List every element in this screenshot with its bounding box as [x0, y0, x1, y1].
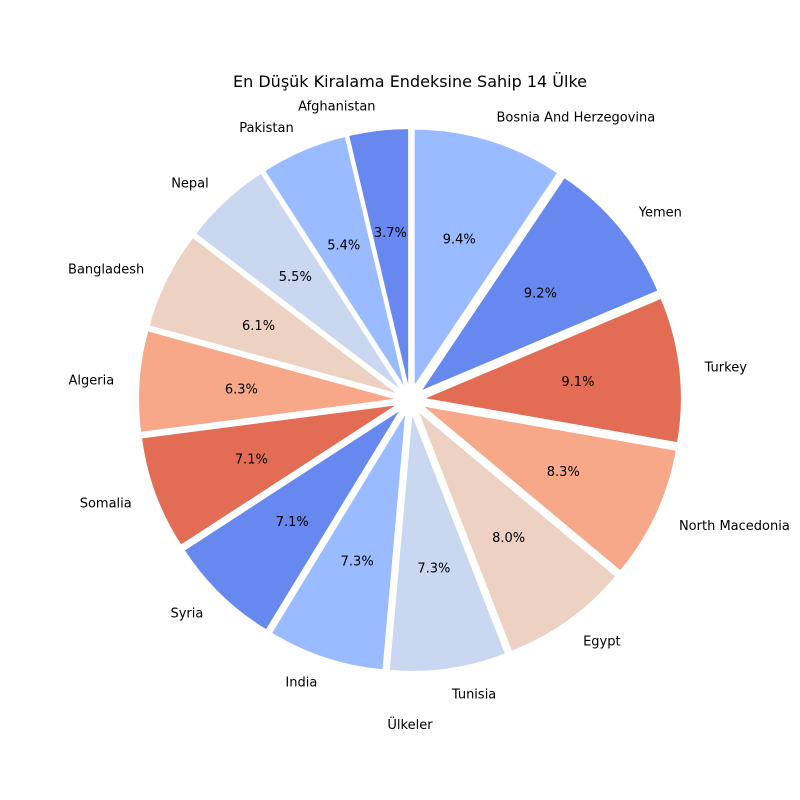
pie-percent-label: 8.0% [492, 531, 525, 546]
pie-slice [349, 129, 409, 385]
pie-slice [422, 178, 658, 390]
pie-category-label: Afghanistan [298, 100, 375, 115]
pie-category-label: Bangladesh [68, 262, 144, 277]
pie-category-label: Turkey [704, 360, 748, 375]
pie-percent-label: 7.1% [235, 452, 268, 467]
pie-category-label: Egypt [583, 635, 621, 650]
pie-category-labels: Bosnia And Herzegovina Yemen Turkey North M… [68, 100, 790, 703]
pie-percent-label: 7.3% [341, 555, 374, 570]
pie-slice [149, 238, 396, 393]
pie-category-label: Bosnia And Herzegovina [496, 110, 655, 125]
pie-percent-label: 7.3% [417, 561, 450, 576]
pie-percent-label: 6.1% [242, 319, 275, 334]
pie-slice [139, 331, 395, 432]
pie-percent-label: 9.4% [443, 232, 476, 247]
pie-percent-label: 5.5% [279, 270, 312, 285]
pie-percent-label: 7.1% [276, 515, 309, 530]
pie-slice [389, 415, 505, 671]
pie-percent-label: 6.3% [225, 382, 258, 397]
pie-percent-label: 8.3% [547, 465, 580, 480]
pie-percent-label: 5.4% [327, 239, 360, 254]
pie-slice [424, 406, 676, 571]
pie-category-label: Syria [170, 607, 203, 622]
pie-category-label: Algeria [69, 373, 115, 388]
pie-slice [419, 412, 616, 651]
x-axis-label: Ülkeler [387, 716, 433, 733]
pie-category-label: Pakistan [239, 121, 293, 136]
pie-percent-label: 9.1% [561, 375, 594, 390]
pie-slice [272, 415, 405, 670]
pie-percent-label: 9.2% [524, 287, 557, 302]
pie-category-label: Nepal [171, 176, 209, 191]
pie-category-label: Yemen [638, 205, 682, 220]
pie-category-label: Tunisia [451, 688, 496, 703]
pie-slice [185, 411, 399, 630]
pie-percent-label: 3.7% [374, 226, 407, 241]
pie-percent-labels: 9.4% 9.2% 9.1% 8.3% 8.0% 7.3% 7.3% 7.1% 7.1% 6.3%… [225, 226, 595, 576]
chart-title: En Düşük Kiralama Endeksine Sahip 14 Ülk… [233, 72, 587, 91]
pie-category-label: North Macedonia [679, 519, 790, 534]
pie-slice [142, 405, 395, 545]
pie-slice [414, 129, 557, 385]
pie-slice [196, 173, 400, 389]
pie-slices [139, 129, 681, 671]
pie-slice [265, 137, 404, 386]
pie-category-label: India [285, 676, 317, 691]
pie-category-label: Somalia [80, 496, 132, 511]
pie-slice [425, 298, 681, 443]
